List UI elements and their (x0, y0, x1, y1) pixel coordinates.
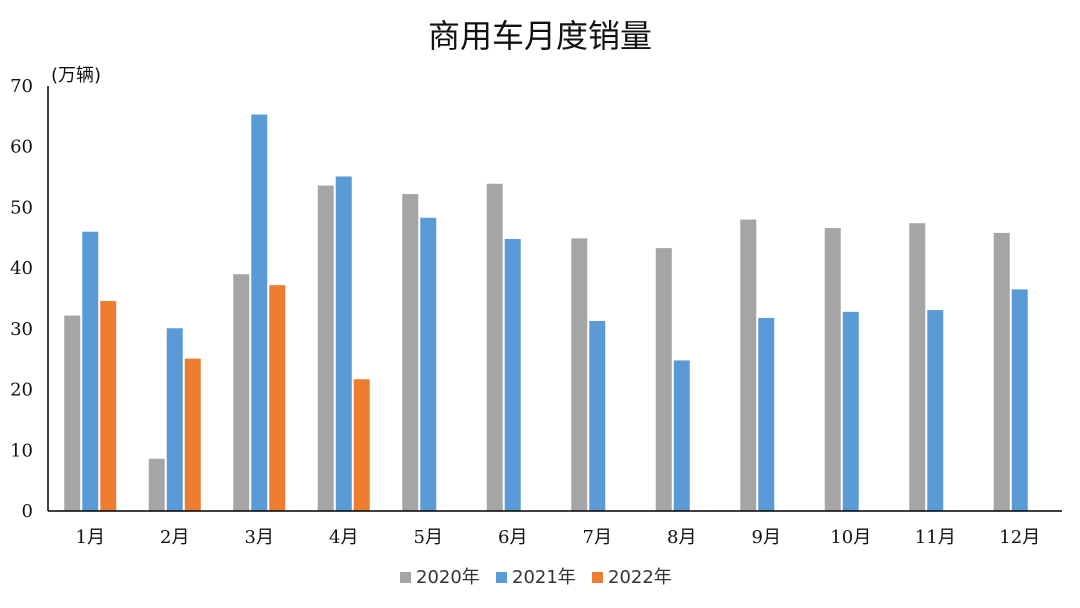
legend-swatch-2020年 (400, 572, 411, 583)
legend-swatch-2021年 (496, 572, 507, 583)
bar-2021年-7月 (589, 320, 606, 511)
y-tick-label: 10 (10, 440, 33, 461)
x-tick-label: 6月 (498, 527, 527, 548)
legend: 2020年 2021年 2022年 (400, 567, 672, 588)
x-tick-label: 1月 (76, 527, 105, 548)
bar-2021年-11月 (927, 310, 944, 511)
legend-label-2020年: 2020年 (416, 567, 480, 588)
bar-2020年-2月 (148, 458, 165, 511)
y-tick-label: 50 (10, 197, 33, 218)
bar-2021年-5月 (420, 217, 437, 511)
x-tick-label: 11月 (915, 527, 956, 548)
bar-2022年-2月 (184, 358, 201, 511)
bar-2021年-10月 (842, 311, 859, 511)
bar-2020年-8月 (655, 248, 672, 511)
x-tick-label: 12月 (999, 527, 1040, 548)
bar-2020年-10月 (824, 228, 841, 512)
bar-2022年-4月 (353, 379, 370, 511)
bar-2021年-2月 (166, 328, 183, 511)
y-tick-label: 20 (10, 380, 33, 401)
x-tick-label: 2月 (160, 527, 189, 548)
chart-title: 商用车月度销量 (428, 17, 652, 55)
y-axis-unit-label: (万辆) (51, 65, 101, 86)
x-tick-label: 5月 (414, 527, 443, 548)
bar-2021年-8月 (673, 360, 690, 511)
bar-2020年-1月 (64, 315, 81, 511)
bar-2021年-3月 (251, 114, 268, 512)
y-tick-label: 70 (10, 76, 33, 97)
x-axis: 1月 2月 3月 4月 5月 6月 7月 8月 9月 10月 11月 12月 (48, 510, 1062, 548)
bar-2021年-4月 (335, 176, 352, 511)
x-tick-label: 7月 (583, 527, 612, 548)
bar-2021年-6月 (504, 239, 521, 511)
y-tick-label: 40 (10, 258, 33, 279)
y-tick-label: 30 (10, 319, 33, 340)
bar-2020年-12月 (993, 232, 1010, 511)
y-tick-label: 60 (10, 137, 33, 158)
bars-group (64, 114, 1028, 512)
bar-2020年-9月 (740, 219, 757, 512)
legend-swatch-2022年 (592, 572, 603, 583)
bar-2020年-11月 (909, 223, 926, 511)
bar-2020年-3月 (233, 274, 250, 511)
bar-2021年-12月 (1011, 289, 1028, 511)
x-tick-label: 8月 (667, 527, 696, 548)
bar-2020年-6月 (486, 183, 503, 511)
x-tick-label: 4月 (329, 527, 358, 548)
x-tick-label: 10月 (830, 527, 871, 548)
legend-label-2022年: 2022年 (608, 567, 672, 588)
y-axis: 0 10 20 30 40 50 60 70 (10, 76, 49, 522)
y-tick-label: 0 (22, 501, 33, 522)
bar-2020年-7月 (571, 238, 588, 511)
x-tick-label: 3月 (245, 527, 274, 548)
bar-2020年-5月 (402, 194, 419, 512)
bar-2020年-4月 (317, 185, 334, 512)
bar-2022年-1月 (100, 300, 117, 511)
bar-2021年-9月 (758, 317, 775, 511)
bar-2022年-3月 (269, 285, 286, 511)
bar-2021年-1月 (82, 231, 99, 511)
x-tick-label: 9月 (752, 527, 781, 548)
legend-label-2021年: 2021年 (512, 567, 576, 588)
